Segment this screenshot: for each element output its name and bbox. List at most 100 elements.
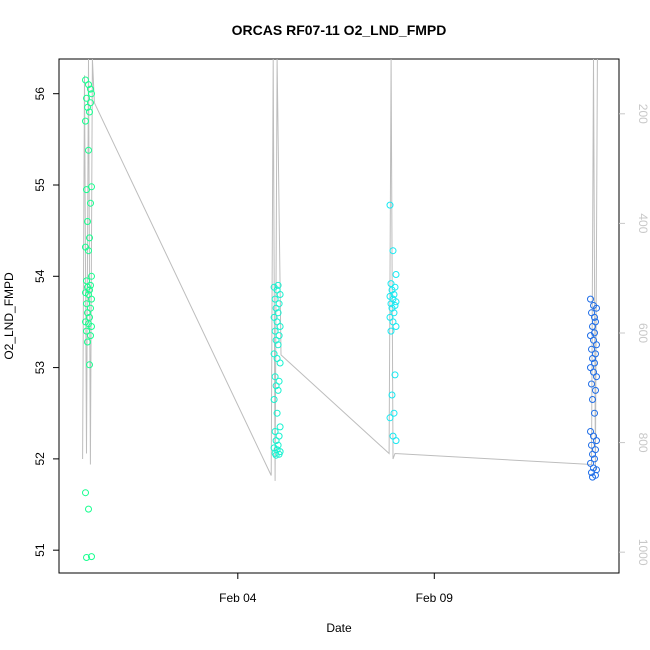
y-axis-tick-label: 53 xyxy=(33,361,47,375)
y-axis-tick-label: 54 xyxy=(33,269,47,283)
y-axis-tick-label: 51 xyxy=(33,543,47,557)
y2-axis-tick-label: 800 xyxy=(636,433,650,453)
data-point-rf09 xyxy=(392,323,400,330)
altitude-layer xyxy=(82,58,598,481)
data-point-rf11 xyxy=(589,323,596,330)
x-axis-tick-label: Feb 09 xyxy=(416,591,454,605)
altitude-trace-line xyxy=(82,58,598,481)
data-point-rf11 xyxy=(592,386,599,394)
data-point-rf09 xyxy=(387,327,395,335)
y-axis-title: O2_LND_FMPD xyxy=(2,272,16,360)
data-point-rf08 xyxy=(274,341,282,349)
data-point-rf11 xyxy=(588,441,595,449)
data-point-rf07 xyxy=(88,90,95,98)
data-point-rf11 xyxy=(589,473,596,481)
data-point-rf11 xyxy=(589,355,596,362)
data-point-rf07 xyxy=(87,199,94,207)
data-point-rf07 xyxy=(85,81,92,89)
data-point-rf08 xyxy=(271,373,279,381)
data-point-rf07 xyxy=(84,309,91,317)
data-point-rf09 xyxy=(388,304,396,312)
data-point-rf11 xyxy=(591,455,598,463)
x-axis-tick-label: Feb 04 xyxy=(219,591,257,605)
data-point-rf07 xyxy=(83,300,90,308)
x-axis-title: Date xyxy=(326,621,352,635)
data-point-rf07 xyxy=(88,553,95,561)
data-point-rf07 xyxy=(84,218,91,225)
y2-axis-tick-label: 1000 xyxy=(636,539,650,566)
y-axis-tick-label: 55 xyxy=(33,178,47,192)
data-point-rf07 xyxy=(87,332,94,340)
data-point-rf08 xyxy=(270,396,278,403)
axes-layer: 51 52 53 54 55 56 200 400 600 800 1000 Feb 04 Feb 09 xyxy=(33,87,650,605)
data-point-rf07 xyxy=(84,103,91,111)
data-point-rf11 xyxy=(593,437,600,445)
y2-axis-tick-label: 200 xyxy=(636,104,650,124)
data-point-rf08 xyxy=(276,291,284,298)
data-point-rf11 xyxy=(591,313,598,321)
data-point-rf07 xyxy=(88,323,95,330)
data-point-rf09 xyxy=(390,409,398,417)
data-point-rf09 xyxy=(386,414,394,422)
data-point-rf07 xyxy=(82,117,89,125)
plot-frame xyxy=(58,58,620,574)
data-point-rf11 xyxy=(587,295,594,303)
data-point-rf08 xyxy=(272,437,280,445)
data-point-rf07 xyxy=(84,338,91,346)
data-point-rf07 xyxy=(85,146,92,154)
data-point-rf11 xyxy=(593,373,600,381)
data-point-rf08 xyxy=(271,295,279,303)
data-point-rf09 xyxy=(386,201,394,209)
data-point-rf07 xyxy=(85,505,92,513)
data-point-rf07 xyxy=(86,108,93,116)
data-point-rf07 xyxy=(88,295,95,303)
data-point-rf08 xyxy=(272,336,280,344)
data-point-rf07 xyxy=(86,234,93,242)
data-point-rf08 xyxy=(271,428,279,435)
y2-axis-tick-label: 600 xyxy=(636,323,650,343)
data-point-rf09 xyxy=(392,271,400,278)
data-point-rf08 xyxy=(274,386,282,394)
chart-title: ORCAS RF07-11 O2_LND_FMPD xyxy=(232,22,447,38)
data-point-rf08 xyxy=(273,409,281,417)
data-point-rf11 xyxy=(591,409,598,417)
y-axis-tick-label: 52 xyxy=(33,452,47,466)
points-layer xyxy=(82,76,600,561)
data-point-rf08 xyxy=(276,423,284,431)
data-point-rf11 xyxy=(589,396,596,403)
data-point-rf08 xyxy=(272,451,280,459)
data-point-rf08 xyxy=(274,281,282,289)
data-point-rf09 xyxy=(390,291,398,298)
data-point-rf09 xyxy=(388,286,396,294)
data-point-rf09 xyxy=(389,247,397,255)
data-point-rf07 xyxy=(87,85,94,93)
data-point-rf08 xyxy=(274,309,282,317)
data-point-rf07 xyxy=(85,247,92,255)
data-point-rf07 xyxy=(88,272,95,280)
data-point-rf08 xyxy=(275,450,283,458)
data-point-rf07 xyxy=(83,186,90,194)
data-point-rf09 xyxy=(390,309,398,317)
data-point-rf09 xyxy=(387,300,395,308)
data-point-rf08 xyxy=(276,323,284,330)
data-point-rf11 xyxy=(588,380,595,388)
data-point-rf11 xyxy=(589,450,596,458)
y-axis-tick-label: 56 xyxy=(33,87,47,101)
data-point-rf08 xyxy=(271,327,279,335)
y2-axis-tick-label: 400 xyxy=(636,213,650,233)
data-point-rf09 xyxy=(388,391,396,399)
data-point-rf08 xyxy=(276,359,284,367)
data-point-rf11 xyxy=(593,341,600,349)
data-point-rf07 xyxy=(83,554,90,561)
data-point-rf08 xyxy=(272,382,280,390)
data-point-rf07 xyxy=(86,313,93,321)
data-point-rf11 xyxy=(588,345,595,353)
data-point-rf08 xyxy=(272,304,280,312)
data-point-rf07 xyxy=(83,327,90,335)
data-point-rf11 xyxy=(593,304,600,312)
data-point-rf09 xyxy=(387,280,395,288)
data-point-rf09 xyxy=(391,371,399,379)
data-point-rf07 xyxy=(86,361,93,369)
data-point-rf09 xyxy=(392,437,400,445)
data-point-rf11 xyxy=(591,359,598,367)
